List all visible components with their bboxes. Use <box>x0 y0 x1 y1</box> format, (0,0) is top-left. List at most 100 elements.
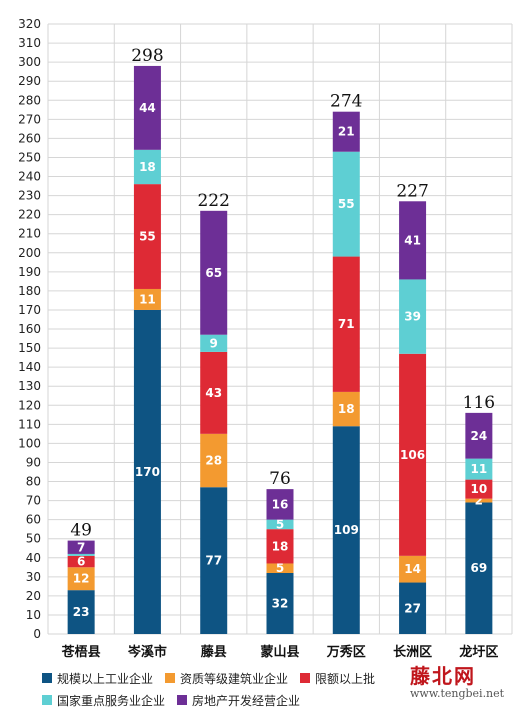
bar-segment <box>133 184 161 289</box>
bar-segment <box>332 151 360 257</box>
legend-label: 资质等级建筑业企业 <box>180 671 289 686</box>
bar-total-label: 227 <box>396 181 428 201</box>
segment-value-label: 27 <box>404 601 421 615</box>
bar-segment <box>332 426 360 634</box>
segment-value-label: 170 <box>135 465 160 479</box>
segment-value-label: 11 <box>139 292 156 306</box>
bar-segment <box>266 489 294 520</box>
segment-value-label: 41 <box>404 233 421 247</box>
bar-segment <box>200 433 228 488</box>
x-category-label: 蒙山县 <box>260 644 299 660</box>
legend-item: 限额以上批 <box>300 670 375 687</box>
y-tick-label: 220 <box>18 208 41 222</box>
y-tick-label: 270 <box>18 112 41 126</box>
segment-value-label: 65 <box>205 266 222 280</box>
gridlines <box>47 23 513 635</box>
y-tick-label: 210 <box>18 227 41 241</box>
bar-segment <box>67 553 95 556</box>
bar-segment <box>133 65 161 150</box>
y-tick-label: 280 <box>18 93 41 107</box>
bar-segment <box>399 555 427 583</box>
legend-item: 规模以上工业企业 <box>42 670 153 687</box>
y-tick-label: 0 <box>33 627 41 641</box>
bar-total-label: 76 <box>269 469 291 489</box>
bar-segment <box>332 391 360 427</box>
segment-value-label: 7 <box>77 540 85 554</box>
segment-value-label: 11 <box>471 462 488 476</box>
legend-label: 规模以上工业企业 <box>57 671 154 686</box>
segment-value-label: 9 <box>210 336 218 350</box>
y-tick-label: 50 <box>26 532 41 546</box>
y-tick-label: 160 <box>18 322 41 336</box>
segment-value-label: 18 <box>338 402 355 416</box>
bar-segment <box>67 540 95 554</box>
bar-segment <box>133 149 161 185</box>
bar-segment <box>399 201 427 280</box>
y-tick-label: 100 <box>18 436 41 450</box>
bar-total-label: 222 <box>197 191 229 211</box>
legend-swatch <box>177 695 188 705</box>
segment-value-label: 32 <box>272 597 289 611</box>
y-tick-label: 30 <box>26 570 41 584</box>
bar-segment <box>200 334 228 352</box>
bar-segment <box>200 210 228 335</box>
x-category-label: 藤县 <box>201 644 227 660</box>
bar-segment <box>399 353 427 556</box>
x-category-label: 万秀区 <box>326 644 366 660</box>
segment-value-label: 106 <box>400 448 425 462</box>
bar-segment <box>399 279 427 354</box>
y-tick-label: 240 <box>18 170 41 184</box>
site-watermark: 藤北网 www.tengbei.net <box>410 660 504 700</box>
bar-segment <box>465 479 493 499</box>
segment-value-label: 21 <box>338 125 355 139</box>
segment-value-label: 55 <box>139 230 156 244</box>
y-tick-label: 110 <box>18 417 41 431</box>
bar-segment <box>133 288 161 310</box>
y-tick-label: 230 <box>18 189 41 203</box>
y-tick-label: 260 <box>18 131 41 145</box>
segment-value-label: 18 <box>139 160 156 174</box>
y-tick-label: 90 <box>26 455 41 469</box>
bar-total-label: 116 <box>463 393 495 413</box>
segment-value-label: 77 <box>205 554 222 568</box>
segment-value-label: 5 <box>276 561 284 575</box>
segment-value-label: 23 <box>73 605 90 619</box>
segment-value-label: 10 <box>471 482 488 496</box>
y-tick-label: 40 <box>26 551 41 565</box>
bar-segment <box>67 567 95 591</box>
y-tick-label: 200 <box>18 246 41 260</box>
bar-segment <box>332 256 360 392</box>
y-tick-label: 20 <box>26 589 41 603</box>
legend-swatch <box>165 673 176 683</box>
segment-value-label: 69 <box>471 561 488 575</box>
segment-value-label: 5 <box>276 517 284 531</box>
x-category-label: 苍梧县 <box>61 644 101 660</box>
bar-segment <box>332 111 360 152</box>
legend-swatch <box>42 695 52 705</box>
segment-value-label: 28 <box>205 454 222 468</box>
bar-segment <box>266 573 294 634</box>
segment-value-label: 18 <box>272 539 289 553</box>
segment-value-label: 71 <box>338 317 355 331</box>
bar-total-label: 49 <box>70 521 92 541</box>
legend-label: 限额以上批 <box>315 671 376 686</box>
legend-swatch <box>42 673 52 683</box>
segment-value-label: 14 <box>404 562 421 576</box>
legend-swatch <box>300 673 311 683</box>
legend: 规模以上工业企业 资质等级建筑业企业 限额以上批 国家重点服务业企业 房地产开发… <box>42 667 522 711</box>
y-tick-label: 290 <box>18 74 41 88</box>
watermark-url: www.tengbei.net <box>410 687 505 700</box>
legend-item: 资质等级建筑业企业 <box>165 670 288 687</box>
bar-segment <box>133 309 161 634</box>
segment-value-label: 39 <box>404 310 421 324</box>
y-tick-label: 140 <box>18 360 41 374</box>
y-tick-label: 130 <box>18 379 41 393</box>
bar-segment <box>465 502 493 634</box>
y-tick-label: 70 <box>26 494 41 508</box>
segment-value-label: 109 <box>334 523 359 537</box>
segment-value-label: 44 <box>139 101 156 115</box>
watermark-title: 藤北网 <box>410 664 476 688</box>
y-tick-label: 170 <box>18 303 41 317</box>
